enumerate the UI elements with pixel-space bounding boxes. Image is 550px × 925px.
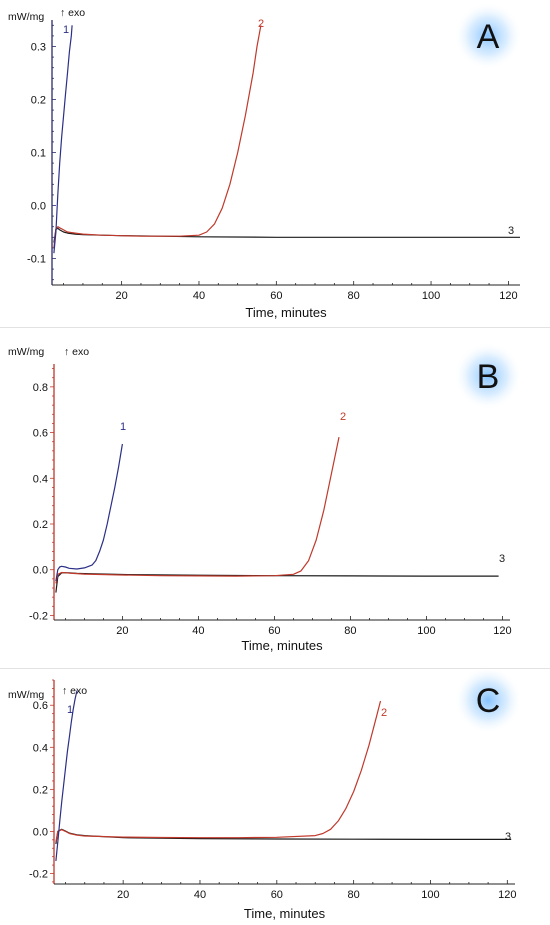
x-tick-label: 120 [498,889,516,901]
y-tick-label: 0.0 [33,826,48,838]
x-tick-label: 100 [422,290,440,302]
panel-letter: C [476,682,501,720]
panel-letter-glow [454,2,522,70]
y-tick-label: 0.2 [31,95,46,107]
panel-letter: B [477,358,500,396]
x-axis-title: Time, minutes [245,305,327,320]
chart-panel-c: -0.2 0.0 0.2 0.4 0.6 20 40 60 80 100 120 Time, minu… [8,670,522,921]
x-tick-label: 80 [348,889,360,901]
series-line-2 [55,436,340,584]
x-tick-label: 20 [116,625,128,637]
series-label-2: 2 [381,707,387,719]
x-tick-label: 100 [421,889,439,901]
series-line-2 [53,25,262,248]
y-tick-label: 0.4 [33,473,48,485]
x-tick-label: 100 [417,625,435,637]
series-line-1 [53,25,73,254]
series-label-2: 2 [340,411,346,423]
y-tick-label: 0.0 [33,565,48,577]
y-tick-label: 0.6 [33,428,48,440]
x-tick-label: 60 [271,889,283,901]
series-label-3: 3 [508,225,514,237]
y-tick-label: 0.2 [33,519,48,531]
y-axis-unit: mW/mg [8,689,44,701]
y-tick-label: 0.8 [33,382,48,394]
exo-direction-label: ↑ exo [62,685,87,697]
series-line-1 [55,443,123,582]
y-tick-label: 0.3 [31,42,46,54]
x-tick-label: 60 [268,625,280,637]
x-tick-label: 40 [193,290,205,302]
x-tick-label: 20 [115,290,127,302]
chart-panel-b: -0.2 0.0 0.2 0.4 0.6 0.8 20 40 60 80 100 120 Time, m… [8,342,522,653]
x-tick-label: 80 [344,625,356,637]
series-label-1: 1 [63,24,69,36]
x-tick-label: 40 [192,625,204,637]
y-tick-label: -0.1 [27,254,46,266]
y-tick-label: 0.1 [31,148,46,160]
x-axis-title: Time, minutes [244,906,326,921]
series-label-2: 2 [258,18,264,30]
exo-direction-label: ↑ exo [64,346,89,358]
x-tick-label: 40 [194,889,206,901]
x-tick-label: 20 [117,889,129,901]
series-line-2 [55,700,382,843]
panel-letter-glow [454,342,522,410]
y-axis-unit: mW/mg [8,346,44,358]
x-tick-label: 120 [493,625,511,637]
y-tick-label: 0.0 [31,201,46,213]
series-label-1: 1 [120,421,126,433]
exo-direction-label: ↑ exo [60,7,85,19]
series-label-3: 3 [505,831,511,843]
x-tick-label: 80 [348,290,360,302]
x-axis-title: Time, minutes [241,638,323,653]
y-tick-label: 0.6 [33,700,48,712]
y-tick-label: 0.2 [33,784,48,796]
y-tick-label: -0.2 [29,868,48,880]
panel-letter: A [477,18,500,56]
series-label-1: 1 [67,704,73,716]
chart-panel-a: -0.1 0.0 0.1 0.2 0.3 20 40 60 80 100 120 Time, minu… [8,2,522,320]
x-tick-label: 60 [270,290,282,302]
series-line-1 [55,690,78,861]
panel-divider [0,327,550,328]
x-tick-label: 120 [499,290,517,302]
series-label-3: 3 [499,553,505,565]
y-tick-label: -0.2 [29,610,48,622]
y-tick-label: 0.4 [33,742,48,754]
y-axis-unit: mW/mg [8,11,44,23]
panel-letter-glow [454,670,522,734]
panel-divider [0,668,550,669]
